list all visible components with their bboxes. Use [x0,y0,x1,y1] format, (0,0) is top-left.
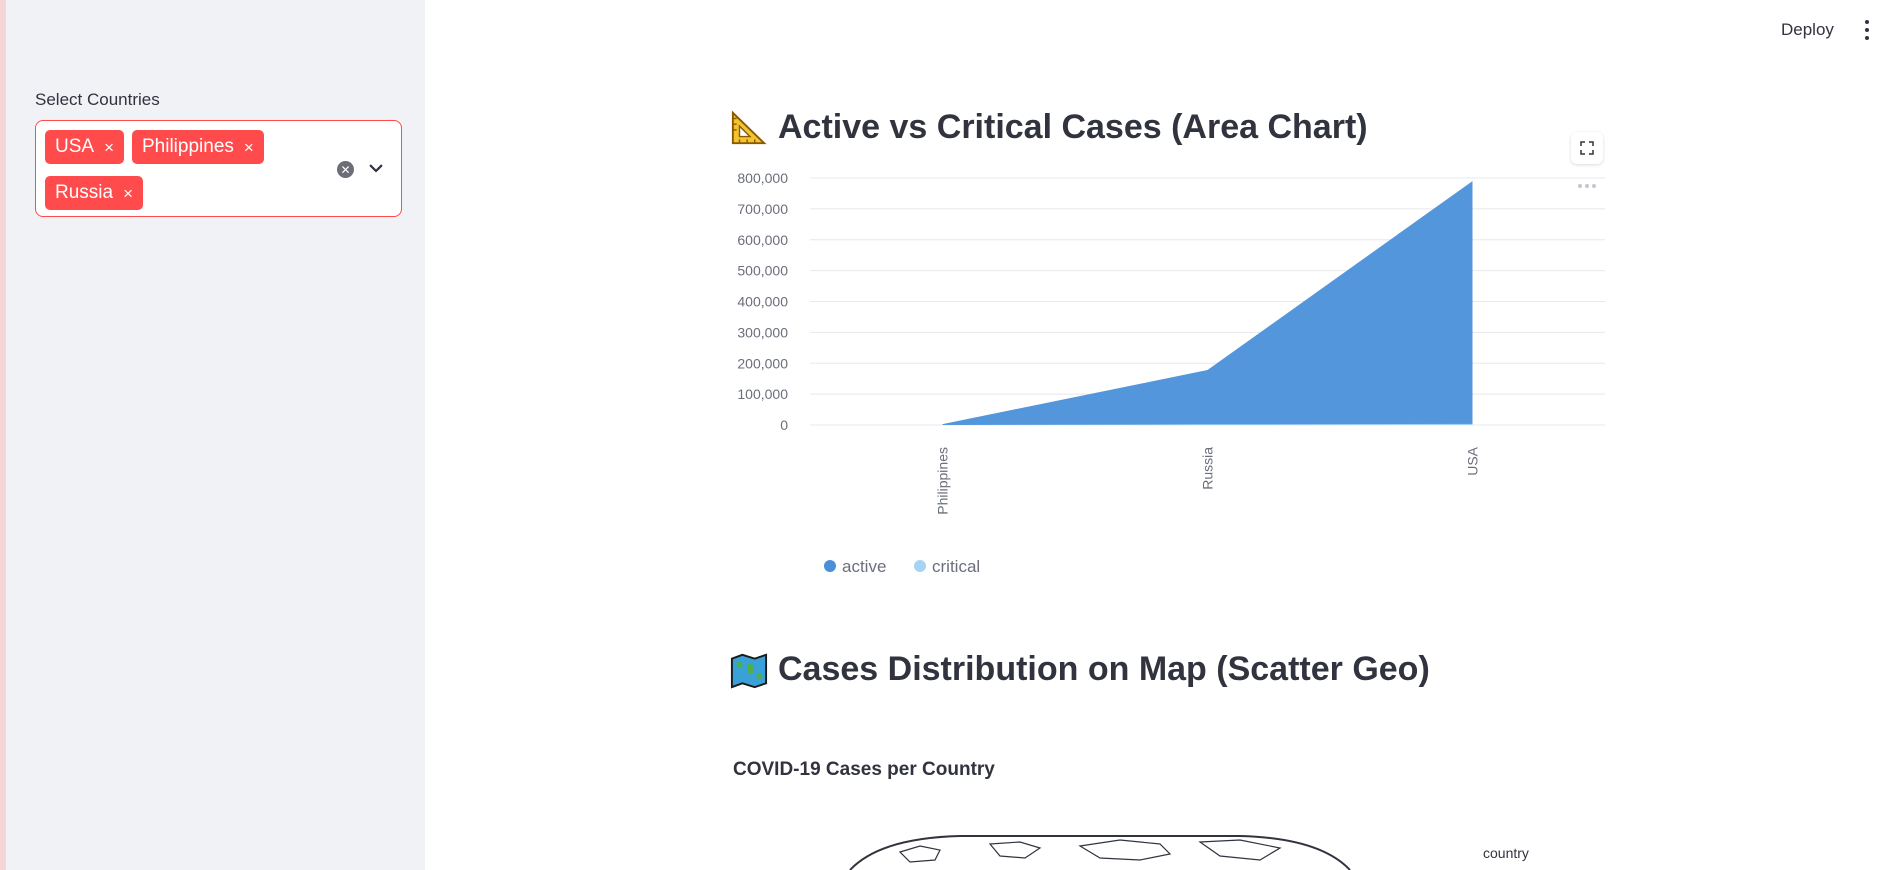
triangular-ruler-icon [731,110,767,144]
deploy-button[interactable]: Deploy [1781,20,1834,39]
y-tick-label: 400,000 [737,294,788,310]
fullscreen-button[interactable] [1571,132,1603,164]
area-series-active [942,181,1473,425]
clear-all-icon[interactable]: ✕ [337,161,354,178]
chip-russia[interactable]: Russia × [45,176,144,210]
x-tick-label: Philippines [935,447,951,515]
chart-options-icon[interactable] [1578,180,1602,192]
y-tick-label: 500,000 [737,263,788,279]
y-tick-label: 200,000 [737,355,788,371]
world-map-icon [730,652,768,688]
y-tick-label: 700,000 [737,201,788,217]
chip-label: Russia [55,182,114,203]
y-tick-label: 0 [780,417,788,433]
map-legend-title: country [1483,845,1529,861]
area-series-critical [942,423,1473,425]
legend-label-critical: critical [932,557,980,576]
kebab-menu-icon[interactable] [1862,20,1872,42]
heading-text: Active vs Critical Cases (Area Chart) [778,108,1368,146]
legend-label-active: active [842,557,886,576]
remove-chip-icon[interactable]: × [123,183,134,203]
legend-swatch-critical [914,560,926,572]
map-chart-title: COVID-19 Cases per Country [733,759,995,780]
chip-label: USA [55,136,95,157]
y-tick-label: 600,000 [737,232,788,248]
world-map[interactable] [840,830,1360,870]
y-tick-label: 100,000 [737,386,788,402]
chevron-down-icon[interactable] [367,159,385,177]
chip-label: Philippines [142,136,234,157]
y-tick-label: 300,000 [737,324,788,340]
select-countries-label: Select Countries [35,90,160,109]
y-tick-label: 800,000 [737,170,788,186]
chip-philippines[interactable]: Philippines × [132,130,264,164]
remove-chip-icon[interactable]: × [104,137,115,157]
chip-usa[interactable]: USA × [45,130,125,164]
x-tick-label: Russia [1200,447,1216,490]
heading-text: Cases Distribution on Map (Scatter Geo) [778,650,1430,688]
legend-swatch-active [824,560,836,572]
area-chart: 0 100,000 200,000 300,000 400,000 500,000 600,… [737,170,1605,576]
area-chart-heading: Active vs Critical Cases (Area Chart) [730,108,1368,147]
fullscreen-icon [1580,141,1594,155]
remove-chip-icon[interactable]: × [243,137,254,157]
country-multiselect[interactable]: USA × Philippines × Russia × ✕ [35,120,402,217]
x-tick-label: USA [1465,446,1481,475]
map-heading: Cases Distribution on Map (Scatter Geo) [730,650,1430,689]
sidebar: Select Countries USA × Philippines × Rus… [0,0,425,870]
